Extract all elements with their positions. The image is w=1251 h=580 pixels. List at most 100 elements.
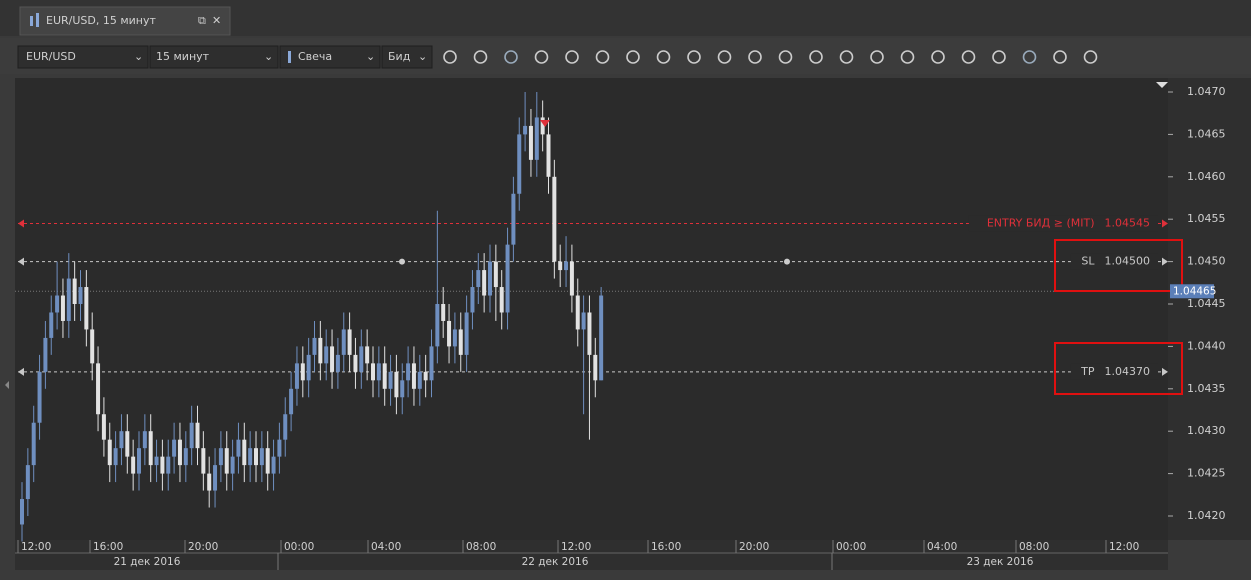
candle-body [254, 448, 258, 466]
candle-body [113, 448, 118, 466]
tool-icon[interactable] [1083, 50, 1098, 64]
tool-icon[interactable] [992, 50, 1006, 64]
candle-body [236, 439, 241, 457]
tool-icon[interactable] [595, 50, 610, 64]
candle-body [411, 363, 416, 389]
side-collapse[interactable] [5, 381, 9, 389]
candle-body [90, 329, 95, 364]
tool-icon[interactable] [809, 50, 823, 64]
tool-icon[interactable] [534, 50, 549, 64]
style-select[interactable] [279, 45, 381, 69]
tab-title: EUR/USD, 15 минут [46, 14, 156, 27]
tool-icon[interactable] [656, 50, 671, 64]
side-select[interactable] [381, 45, 433, 69]
y-tick-label: 1.0435 [1187, 382, 1226, 395]
tool-icon[interactable] [961, 50, 976, 64]
y-tick-label: 1.0450 [1187, 255, 1226, 268]
candle-body [552, 176, 557, 262]
candle-body [283, 414, 288, 440]
level-handle[interactable] [399, 258, 405, 265]
candle-body [166, 456, 171, 474]
popout-icon[interactable]: ⧉ [198, 14, 206, 27]
candle-body [400, 380, 405, 398]
time-axis [15, 540, 1168, 570]
candle-body [523, 125, 528, 135]
level-arrow [1162, 219, 1168, 228]
candle-body [599, 295, 604, 381]
time-label: 04:00 [371, 541, 401, 553]
tool-icon[interactable] [900, 50, 915, 64]
candle-body [569, 261, 574, 296]
candle-body [324, 346, 329, 364]
candle-body [25, 465, 30, 500]
tab[interactable] [19, 6, 231, 36]
candle-body [60, 295, 65, 321]
symbol-select[interactable] [17, 45, 149, 69]
tool-icon[interactable] [473, 50, 488, 64]
toolbar-icons [443, 50, 1098, 64]
tool-icon[interactable] [565, 50, 579, 64]
candle-body [177, 439, 182, 466]
time-label: 00:00 [836, 541, 866, 553]
tool-icon[interactable] [931, 50, 945, 64]
candle-body [207, 473, 212, 491]
period-select[interactable] [149, 45, 279, 69]
candle-body [458, 329, 463, 355]
candle-body [125, 431, 130, 457]
candle-body [43, 337, 48, 372]
time-label: 16:00 [93, 541, 123, 553]
candle-body [359, 346, 364, 372]
time-label: 20:00 [739, 541, 769, 553]
tool-icon[interactable] [1022, 50, 1037, 64]
candle-body [289, 388, 294, 415]
candle-body [564, 261, 569, 271]
date-label: 22 дек 2016 [522, 556, 589, 568]
close-icon[interactable]: ✕ [212, 14, 221, 27]
date-label: 23 дек 2016 [967, 556, 1034, 568]
y-tick-label: 1.0440 [1187, 339, 1226, 352]
candle-body [72, 278, 77, 304]
level-price: 1.04545 [1105, 216, 1151, 229]
tool-icon[interactable] [626, 50, 640, 64]
candle-body [447, 320, 452, 347]
candle-body [435, 304, 440, 347]
candle-body [388, 371, 393, 389]
tool-icon[interactable] [717, 50, 732, 64]
tool-icon[interactable] [778, 50, 793, 64]
candle-body [540, 117, 545, 135]
candle-body [452, 329, 457, 347]
candle-body [528, 125, 533, 160]
tool-icon[interactable] [687, 50, 701, 64]
chevron: ⌄ [366, 50, 375, 63]
price-axis [1168, 78, 1251, 540]
candle-body [482, 270, 487, 296]
candle-body [330, 346, 335, 372]
candle-body [131, 456, 136, 474]
candle-body [441, 304, 446, 321]
candle-body [242, 439, 247, 466]
plot-area [15, 78, 1168, 540]
tool-icon[interactable] [839, 50, 854, 64]
candle-body [195, 422, 200, 449]
candle-body [213, 465, 218, 491]
y-tick-label: 1.0430 [1187, 424, 1226, 437]
candle-body [429, 346, 434, 381]
time-label: 00:00 [284, 541, 314, 553]
candle-body [84, 287, 89, 330]
candle-body [259, 448, 264, 466]
plot: 1.04545 ENTRY БИД ≥ (MIT) 1.04500 SL 1.04370… [15, 92, 1168, 542]
tool-icon[interactable] [748, 50, 762, 64]
candle-body [160, 456, 165, 474]
candle-body [505, 244, 510, 313]
order-marker [540, 120, 550, 127]
tool-icon[interactable] [443, 50, 457, 64]
candle-body [534, 117, 539, 160]
time-label: 04:00 [927, 541, 957, 553]
scroll-marker[interactable] [1156, 82, 1168, 88]
tool-icon[interactable] [870, 50, 884, 64]
tool-icon[interactable] [504, 50, 518, 64]
tool-icon[interactable] [1053, 50, 1067, 64]
level-handle[interactable] [784, 258, 790, 265]
candle-body [581, 312, 586, 330]
